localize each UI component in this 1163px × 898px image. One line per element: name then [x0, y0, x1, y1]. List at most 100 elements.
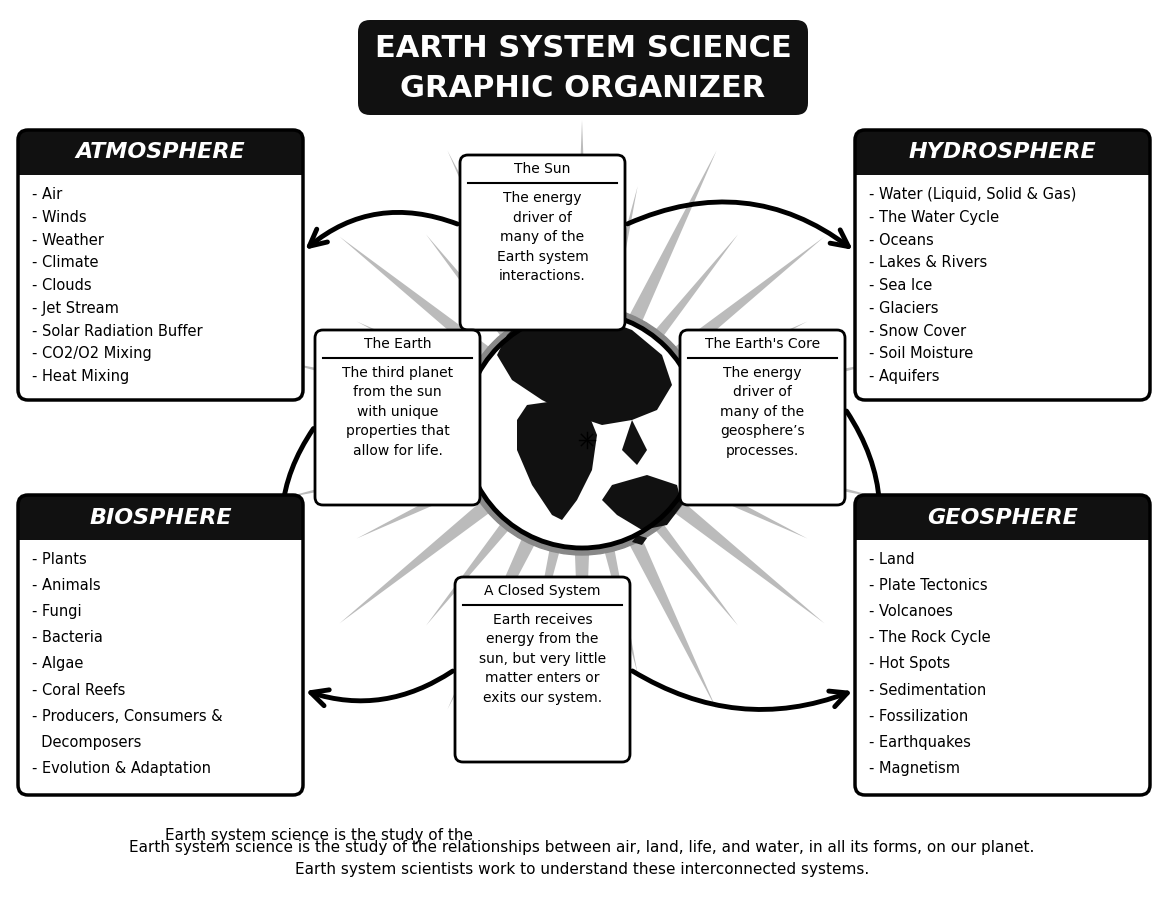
Polygon shape: [604, 186, 637, 316]
Text: - Air: - Air: [33, 187, 63, 202]
Text: - Animals: - Animals: [33, 578, 101, 593]
Text: The Earth's Core: The Earth's Core: [705, 337, 820, 351]
Polygon shape: [627, 151, 716, 327]
Polygon shape: [357, 476, 478, 539]
Text: - Plants: - Plants: [33, 552, 87, 567]
FancyBboxPatch shape: [455, 577, 630, 762]
Polygon shape: [575, 548, 590, 740]
Polygon shape: [602, 475, 682, 530]
Polygon shape: [670, 497, 825, 623]
Text: - Magnetism: - Magnetism: [869, 761, 959, 776]
Text: - Winds: - Winds: [33, 210, 86, 224]
Circle shape: [457, 305, 707, 555]
Polygon shape: [527, 186, 561, 316]
Text: - Heat Mixing: - Heat Mixing: [33, 369, 129, 384]
Text: - The Water Cycle: - The Water Cycle: [869, 210, 999, 224]
Text: GRAPHIC ORGANIZER: GRAPHIC ORGANIZER: [400, 74, 765, 103]
Text: - The Rock Cycle: - The Rock Cycle: [869, 630, 991, 646]
FancyBboxPatch shape: [680, 330, 846, 505]
Polygon shape: [280, 449, 469, 499]
Polygon shape: [448, 151, 537, 327]
Bar: [17, 165, 304, 175]
Polygon shape: [448, 533, 537, 709]
Text: - Oceans: - Oceans: [869, 233, 934, 248]
Bar: [855, 530, 1150, 540]
Text: BIOSPHERE: BIOSPHERE: [90, 507, 231, 527]
Polygon shape: [670, 237, 825, 362]
Text: Earth system science is the study of the relationships between air, land, life, : Earth system science is the study of the…: [129, 840, 1035, 855]
Polygon shape: [575, 120, 590, 313]
Text: - Snow Cover: - Snow Cover: [869, 323, 966, 339]
Text: - Soil Moisture: - Soil Moisture: [869, 347, 973, 361]
Text: Earth receives
energy from the
sun, but very little
matter enters or
exits our s: Earth receives energy from the sun, but …: [479, 613, 606, 705]
Polygon shape: [695, 361, 884, 411]
FancyBboxPatch shape: [358, 20, 808, 115]
FancyBboxPatch shape: [17, 495, 304, 540]
Text: - Weather: - Weather: [33, 233, 104, 248]
FancyBboxPatch shape: [855, 495, 1150, 540]
Polygon shape: [426, 234, 513, 341]
Bar: [17, 175, 304, 400]
Text: - Evolution & Adaptation: - Evolution & Adaptation: [33, 761, 211, 776]
Text: - Volcanoes: - Volcanoes: [869, 604, 952, 620]
Text: - Jet Stream: - Jet Stream: [33, 301, 119, 316]
Bar: [855, 165, 1150, 175]
Text: - Clouds: - Clouds: [33, 278, 92, 293]
Text: - Earthquakes: - Earthquakes: [869, 735, 971, 750]
Text: - Plate Tectonics: - Plate Tectonics: [869, 578, 987, 593]
Text: - Producers, Consumers &: - Producers, Consumers &: [33, 709, 222, 724]
Text: HYDROSPHERE: HYDROSPHERE: [908, 143, 1097, 163]
Bar: [855, 175, 1150, 400]
Text: - CO2/O2 Mixing: - CO2/O2 Mixing: [33, 347, 151, 361]
Text: The Earth: The Earth: [364, 337, 431, 351]
Text: - Sea Ice: - Sea Ice: [869, 278, 933, 293]
Text: Decomposers: Decomposers: [33, 735, 142, 750]
Polygon shape: [622, 420, 647, 465]
Text: EARTH SYSTEM SCIENCE: EARTH SYSTEM SCIENCE: [374, 34, 791, 63]
Text: - Aquifers: - Aquifers: [869, 369, 940, 384]
Polygon shape: [695, 449, 884, 499]
Polygon shape: [497, 312, 672, 425]
FancyBboxPatch shape: [855, 130, 1150, 175]
Polygon shape: [426, 519, 513, 626]
Text: - Lakes & Rivers: - Lakes & Rivers: [869, 255, 987, 270]
FancyBboxPatch shape: [461, 155, 625, 330]
FancyBboxPatch shape: [315, 330, 480, 505]
Text: GEOSPHERE: GEOSPHERE: [927, 507, 1078, 527]
Polygon shape: [331, 425, 464, 436]
Text: - Fungi: - Fungi: [33, 604, 81, 620]
Text: ATMOSPHERE: ATMOSPHERE: [76, 143, 245, 163]
Polygon shape: [518, 400, 597, 520]
Polygon shape: [632, 535, 647, 545]
Text: - Land: - Land: [869, 552, 914, 567]
Polygon shape: [700, 425, 832, 436]
Polygon shape: [340, 497, 494, 623]
Text: - Fossilization: - Fossilization: [869, 709, 969, 724]
Text: Earth system science is the study of the: Earth system science is the study of the: [165, 828, 478, 843]
Polygon shape: [357, 321, 478, 383]
Text: - Hot Spots: - Hot Spots: [869, 656, 950, 672]
Text: - Sedimentation: - Sedimentation: [869, 682, 986, 698]
Polygon shape: [527, 544, 561, 674]
Text: The third planet
from the sun
with unique
properties that
allow for life.: The third planet from the sun with uniqu…: [342, 366, 454, 458]
Polygon shape: [604, 544, 637, 674]
Polygon shape: [280, 361, 469, 411]
Text: The energy
driver of
many of the
Earth system
interactions.: The energy driver of many of the Earth s…: [497, 191, 588, 283]
Text: - Algae: - Algae: [33, 656, 84, 672]
Polygon shape: [651, 234, 737, 341]
Text: - Bacteria: - Bacteria: [33, 630, 102, 646]
Circle shape: [464, 312, 700, 548]
FancyBboxPatch shape: [17, 130, 304, 175]
Polygon shape: [627, 533, 716, 709]
Text: The energy
driver of
many of the
geosphere’s
processes.: The energy driver of many of the geosphe…: [720, 366, 805, 458]
Text: The Sun: The Sun: [514, 162, 571, 176]
Text: - Climate: - Climate: [33, 255, 99, 270]
Bar: [17, 530, 304, 540]
Text: - Glaciers: - Glaciers: [869, 301, 939, 316]
Bar: [17, 540, 304, 795]
Text: - Solar Radiation Buffer: - Solar Radiation Buffer: [33, 323, 202, 339]
Polygon shape: [651, 519, 737, 626]
Polygon shape: [686, 321, 807, 383]
Text: Earth system scientists work to understand these interconnected systems.: Earth system scientists work to understa…: [295, 862, 869, 877]
Text: - Water (Liquid, Solid & Gas): - Water (Liquid, Solid & Gas): [869, 187, 1077, 202]
